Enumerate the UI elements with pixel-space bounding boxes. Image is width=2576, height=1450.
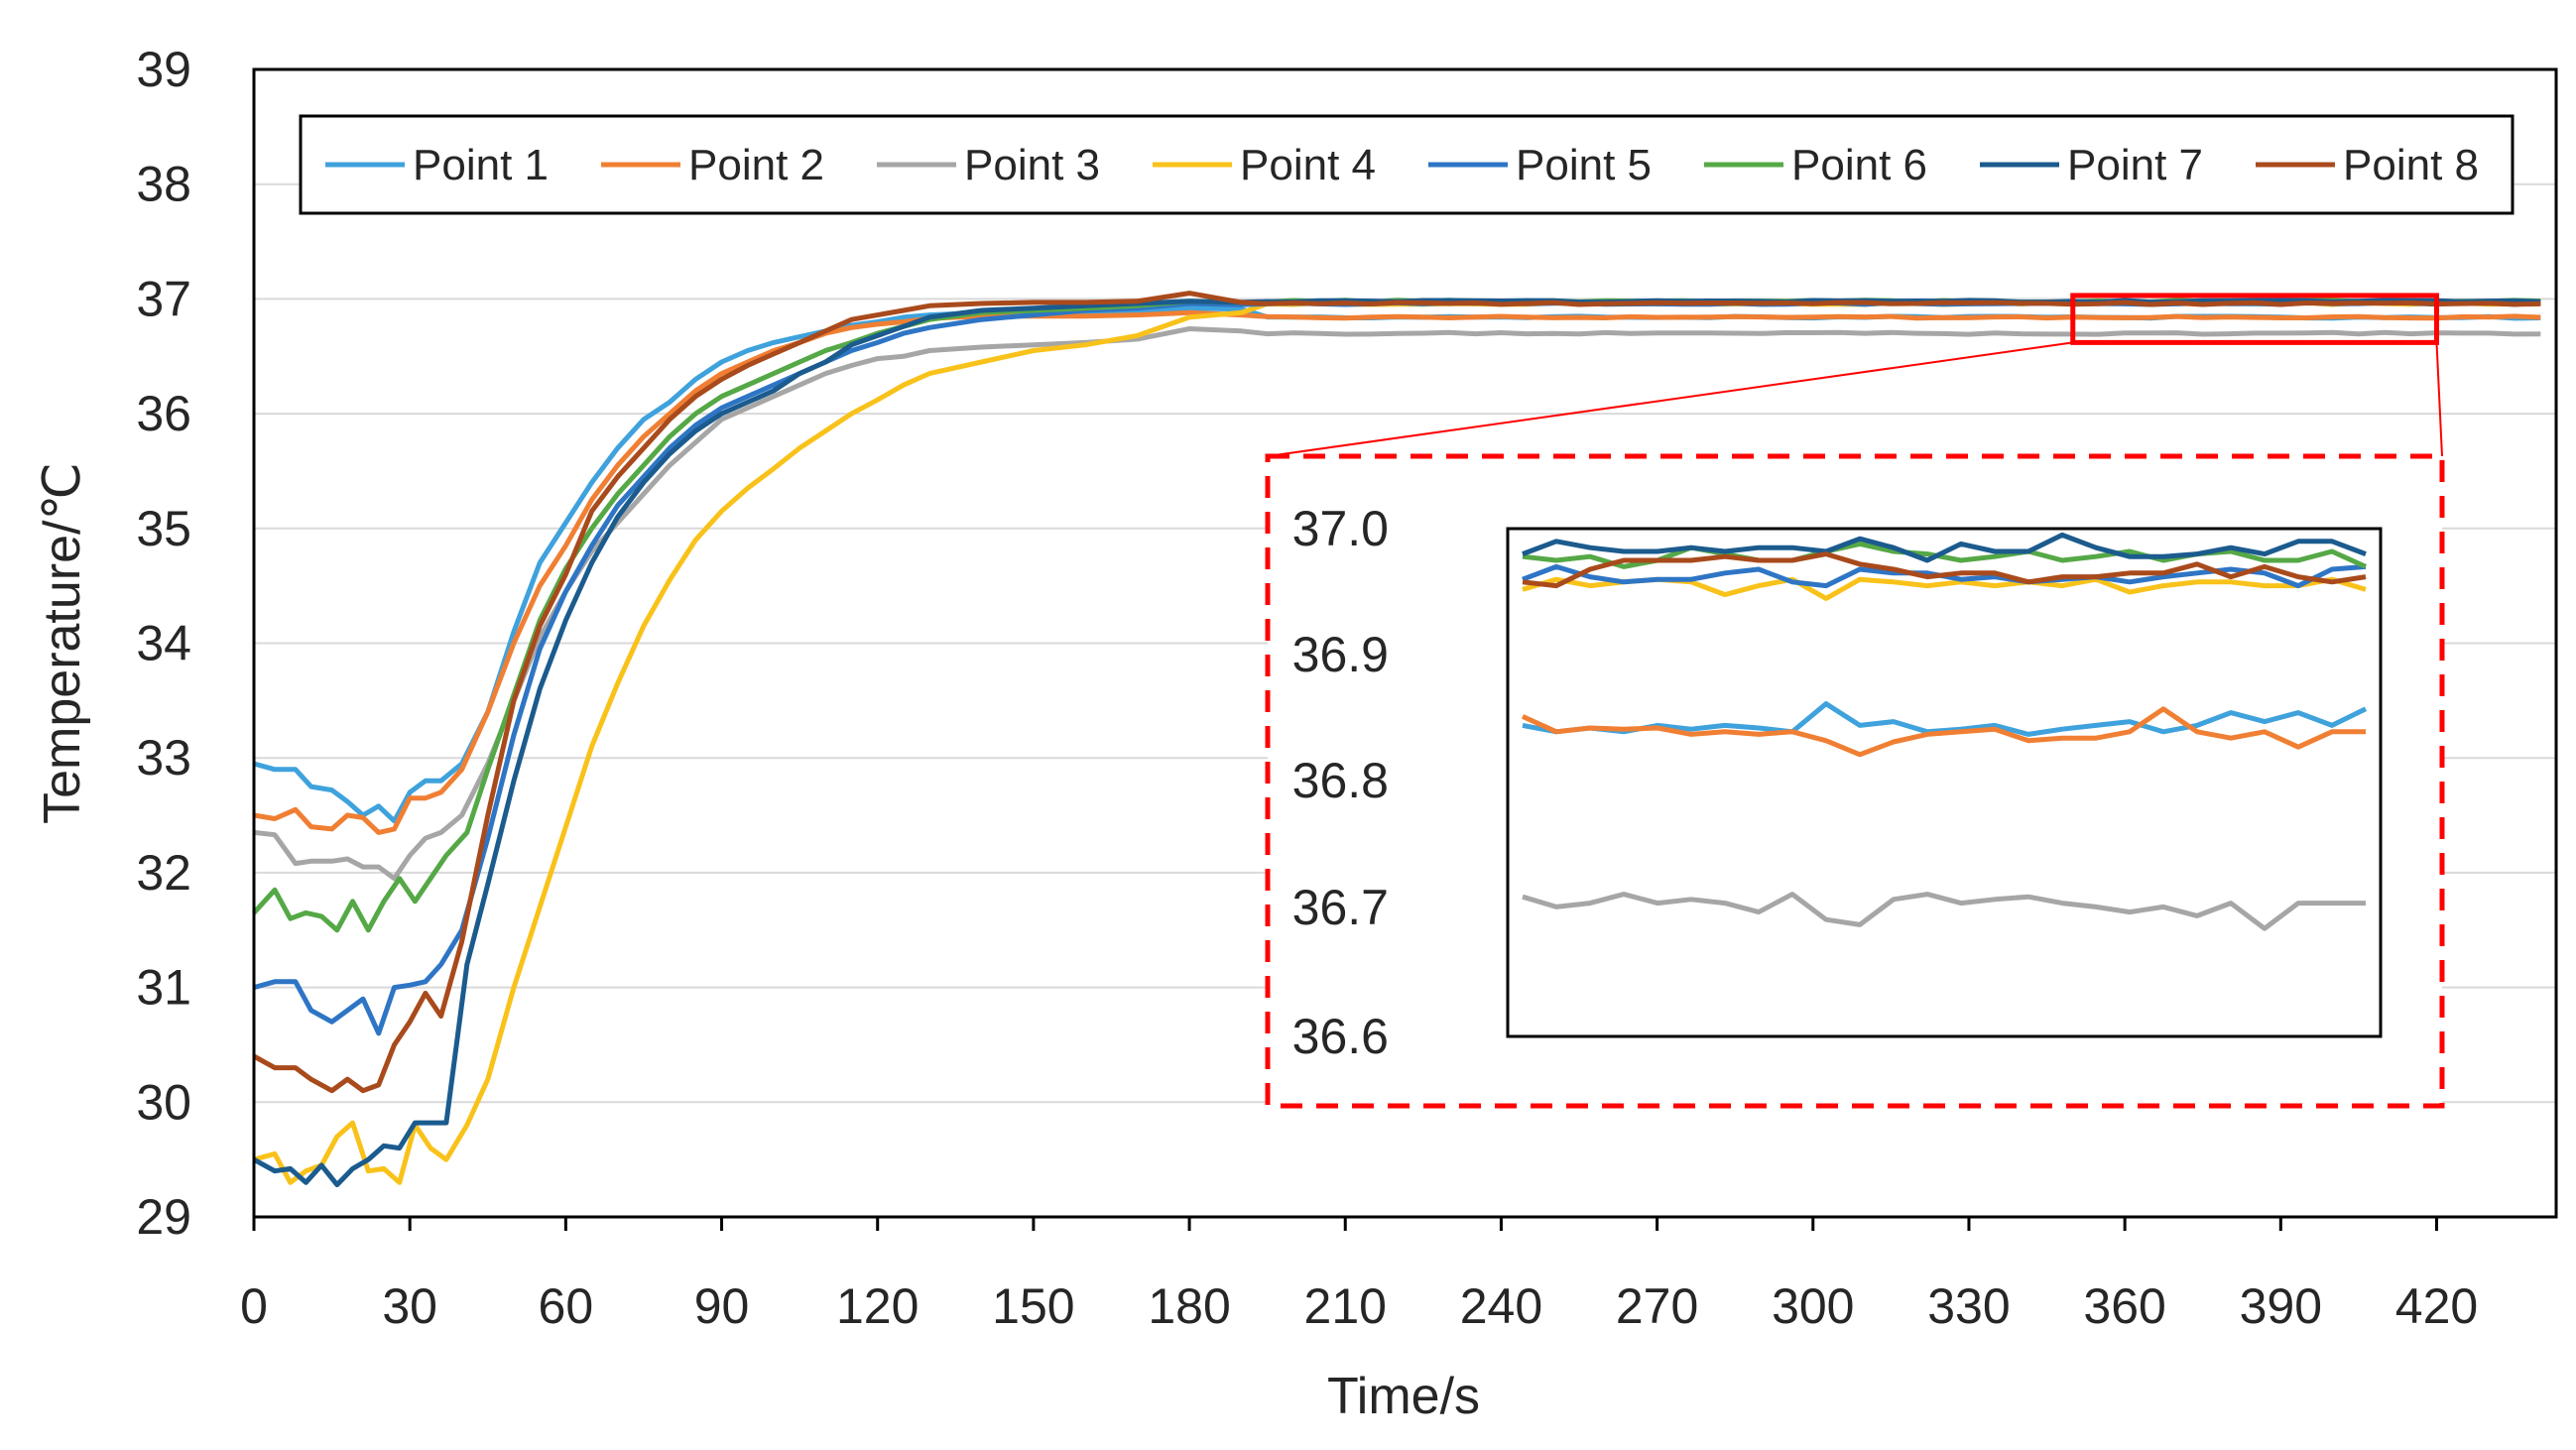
x-tick-label: 360 xyxy=(2083,1278,2165,1334)
y-axis-tick-labels: 29 30 31 32 33 34 35 36 37 38 39 xyxy=(136,42,191,1245)
x-tick-label: 300 xyxy=(1772,1278,1854,1334)
x-tick-label: 330 xyxy=(1927,1278,2010,1334)
y-tick-label: 38 xyxy=(136,157,191,212)
inset-plot-frame xyxy=(1506,527,2383,1038)
legend-label: Point 6 xyxy=(1791,141,1927,189)
legend-label: Point 8 xyxy=(2343,141,2479,189)
x-tick-label: 60 xyxy=(539,1278,594,1334)
x-tick-label: 270 xyxy=(1616,1278,1698,1334)
plot-area-frame xyxy=(252,67,2558,1219)
y-tick-label: 32 xyxy=(136,845,191,901)
main-series-lines xyxy=(252,291,2541,1188)
inset-y-tick-label: 37.0 xyxy=(1292,501,1389,556)
x-tick-label: 90 xyxy=(694,1278,750,1334)
x-tick-label: 120 xyxy=(836,1278,919,1334)
inset-line-point-8 xyxy=(1522,551,2367,589)
inset-y-tick-label: 36.7 xyxy=(1292,880,1389,935)
series-line-point-2 xyxy=(253,309,2541,835)
legend: Point 1 Point 2 Point 3 Point 4 Point 5 Point… xyxy=(299,114,2515,215)
legend-label: Point 2 xyxy=(688,141,824,189)
legend-label: Point 5 xyxy=(1516,141,1652,189)
inset-line-point-1 xyxy=(1522,701,2368,737)
series-line-point-8 xyxy=(252,291,2541,1094)
x-tick-label: 210 xyxy=(1304,1278,1387,1334)
inset-y-tick-label: 36.6 xyxy=(1292,1009,1389,1064)
legend-label: Point 3 xyxy=(964,141,1100,189)
y-tick-label: 29 xyxy=(136,1189,191,1245)
inset-line-point-7 xyxy=(1522,532,2367,563)
inset-y-tick-label: 36.9 xyxy=(1292,627,1389,682)
x-tick-label: 180 xyxy=(1148,1278,1230,1334)
legend-label: Point 7 xyxy=(2067,141,2203,189)
y-tick-label: 35 xyxy=(136,501,191,556)
x-tick-label: 390 xyxy=(2240,1278,2322,1334)
y-tick-label: 36 xyxy=(136,386,191,441)
y-tick-label: 37 xyxy=(136,271,191,326)
zoom-callout xyxy=(1267,293,2443,457)
x-tick-label: 240 xyxy=(1460,1278,1542,1334)
inset-zoom-chart: 36.6 36.7 36.8 36.9 37.0 xyxy=(1265,453,2445,1109)
y-tick-label: 31 xyxy=(136,960,191,1016)
y-tick-label: 39 xyxy=(136,42,191,97)
x-axis-title: Time/s xyxy=(1327,1368,1480,1425)
inset-y-tick-label: 36.8 xyxy=(1292,753,1389,808)
x-tick-label: 150 xyxy=(992,1278,1074,1334)
legend-label: Point 4 xyxy=(1240,141,1376,189)
y-tick-label: 30 xyxy=(136,1074,191,1130)
zoom-connector xyxy=(1267,341,2073,457)
y-tick-label: 33 xyxy=(136,730,191,785)
y-axis-title: Temperature/℃ xyxy=(34,462,91,824)
x-tick-label: 0 xyxy=(240,1278,268,1334)
y-tick-label: 34 xyxy=(136,616,191,671)
legend-label: Point 1 xyxy=(413,141,549,189)
zoom-region-box xyxy=(2070,293,2439,345)
x-tick-label: 420 xyxy=(2395,1278,2478,1334)
zoom-connector xyxy=(2435,342,2443,457)
inset-line-point-3 xyxy=(1522,892,2366,931)
x-axis-tick-labels: 0 30 60 90 120 150 180 210 240 270 300 330 360 390 420 xyxy=(240,1217,2478,1334)
x-tick-label: 30 xyxy=(382,1278,437,1334)
inset-line-point-2 xyxy=(1521,706,2366,758)
